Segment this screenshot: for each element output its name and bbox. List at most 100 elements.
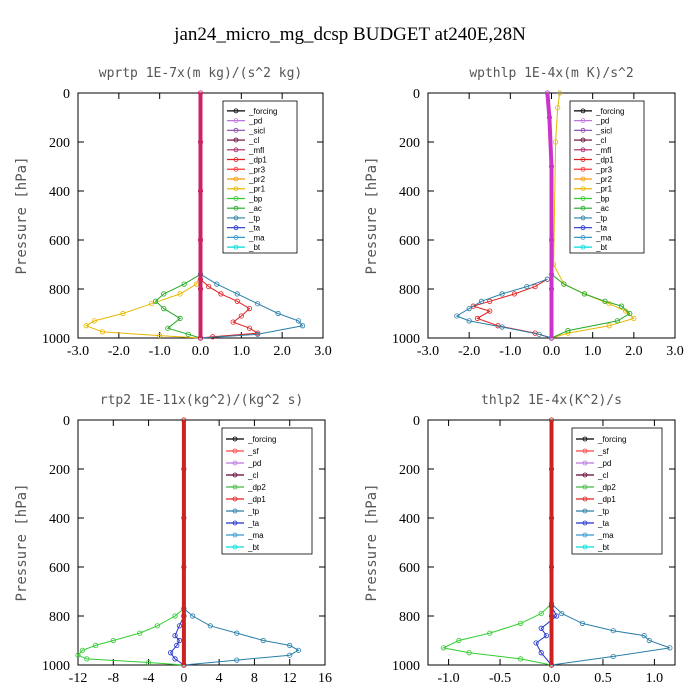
legend-marker	[582, 460, 588, 466]
data-point-ac	[618, 303, 625, 309]
legend-marker	[233, 215, 239, 221]
legend-entry-ta: _ta	[597, 519, 610, 528]
data-point-dp1	[137, 630, 143, 636]
x-tick-label: 3.0	[314, 344, 332, 359]
data-point-tp	[295, 647, 302, 653]
panel-title: thlp2 1E-4x(K^2)/s	[481, 393, 622, 408]
data-point-ac	[565, 328, 571, 334]
legend-entry-bp: _bp	[595, 194, 610, 203]
data-point-ta	[172, 632, 178, 639]
data-point-tp	[454, 313, 460, 319]
data-point-tp	[234, 630, 240, 636]
data-point-bt	[546, 114, 553, 121]
data-point-bt	[548, 163, 555, 170]
data-point-tp	[610, 628, 616, 634]
legend-entry-tp: _tp	[597, 507, 610, 516]
y-tick-label: 1000	[42, 659, 70, 674]
data-point-ac	[602, 298, 608, 304]
series-line-pr1	[85, 274, 201, 339]
legend-entry-ac: _ac	[595, 204, 609, 213]
legend-marker	[580, 225, 586, 231]
legend-marker	[233, 118, 239, 123]
x-tick-label: 1.0	[584, 344, 602, 359]
data-point-bt	[181, 564, 187, 570]
legend-entry-forcing: _forcing	[248, 107, 277, 116]
legend-marker	[232, 544, 238, 550]
y-tick-label: 400	[399, 185, 420, 200]
x-tick-label: -12	[69, 671, 88, 686]
y-axis-label: Pressure [hPa]	[14, 483, 30, 601]
legend-entry-bt: _bt	[247, 543, 260, 552]
y-tick-label: 400	[399, 512, 420, 527]
legend-entry-cl: _cl	[248, 136, 259, 145]
legend-marker	[582, 484, 588, 490]
data-point-bt	[197, 286, 204, 292]
data-point-ta	[533, 640, 539, 646]
x-tick-label: 8	[251, 671, 258, 686]
series-line-tp	[455, 278, 552, 339]
legend-entry-dp1: _dp1	[597, 495, 616, 504]
panel-2: wpthlp 1E-4x(m K)/s^2 Pressure [hPa] -3.0 -…	[364, 66, 684, 359]
legend-entry-pd: _pd	[248, 117, 262, 126]
data-point-ta	[538, 625, 544, 631]
data-point-pr1	[631, 315, 637, 321]
data-point-tp	[524, 283, 530, 290]
x-tick-label: 4	[216, 671, 223, 686]
data-point-pr1	[555, 105, 561, 111]
y-axis-label: Pressure [hPa]	[14, 156, 30, 274]
legend-entry-bt: _bt	[597, 543, 610, 552]
data-point-pr1	[99, 329, 106, 335]
data-point-bt	[548, 286, 555, 292]
y-tick-label: 200	[49, 136, 70, 151]
y-tick-label: 800	[49, 283, 70, 298]
y-tick-label: 0	[63, 87, 70, 102]
x-tick-label: 2.0	[273, 344, 291, 359]
data-point-dp1	[246, 305, 253, 312]
data-point-bt	[181, 662, 187, 668]
legend-marker	[580, 127, 586, 133]
data-point-dp1	[440, 645, 447, 651]
legend-entry-tp: _tp	[595, 214, 608, 223]
data-point-bt	[181, 417, 187, 423]
data-point-pr1	[622, 308, 629, 314]
legend-marker	[233, 196, 239, 201]
legend-entry-pd: _pd	[247, 459, 261, 468]
data-point-pr1	[606, 323, 612, 329]
x-tick-label: 1.0	[233, 344, 251, 359]
legend-entry-ta: _ta	[248, 224, 261, 233]
data-point-tp	[579, 620, 585, 626]
data-point-pr1	[120, 310, 126, 317]
legend-entry-ta: _ta	[595, 224, 608, 233]
data-point-dp1	[456, 637, 462, 644]
legend-marker	[232, 508, 238, 514]
series-line-dp1	[77, 608, 185, 666]
x-tick-label: -1.0	[499, 344, 521, 359]
x-tick-label: 0.0	[543, 344, 561, 359]
data-point-tp	[255, 331, 261, 337]
legend-entry-forcing: _forcing	[597, 435, 626, 444]
data-point-dp1	[466, 650, 472, 656]
data-point-ac	[614, 318, 620, 324]
y-tick-label: 400	[49, 512, 70, 527]
data-point-pr1	[606, 301, 612, 307]
panels: wprtp 1E-7x(m kg)/(s^2 kg) Pressure [hPa]…	[14, 66, 684, 686]
data-point-dp1	[518, 620, 524, 626]
legend-marker	[580, 147, 586, 153]
data-point-dp1	[93, 642, 99, 649]
y-tick-label: 800	[399, 283, 420, 298]
legend-entry-cl: _cl	[247, 471, 258, 480]
data-point-ac	[561, 281, 567, 287]
legend-entry-sf: _sf	[597, 447, 609, 456]
data-point-tp	[478, 298, 485, 304]
series-line-tp	[183, 608, 300, 666]
x-tick-label: 0.0	[543, 671, 561, 686]
panel-title: wpthlp 1E-4x(m K)/s^2	[469, 66, 633, 81]
series-line-ta	[535, 605, 558, 666]
data-point-bt	[548, 237, 555, 243]
legend-marker	[233, 244, 239, 250]
data-point-bt	[197, 139, 204, 145]
legend-entry-tp: _tp	[248, 214, 261, 223]
y-tick-label: 800	[49, 610, 70, 625]
data-point-dp1	[79, 647, 86, 653]
panel-title: wprtp 1E-7x(m kg)/(s^2 kg)	[99, 66, 303, 81]
